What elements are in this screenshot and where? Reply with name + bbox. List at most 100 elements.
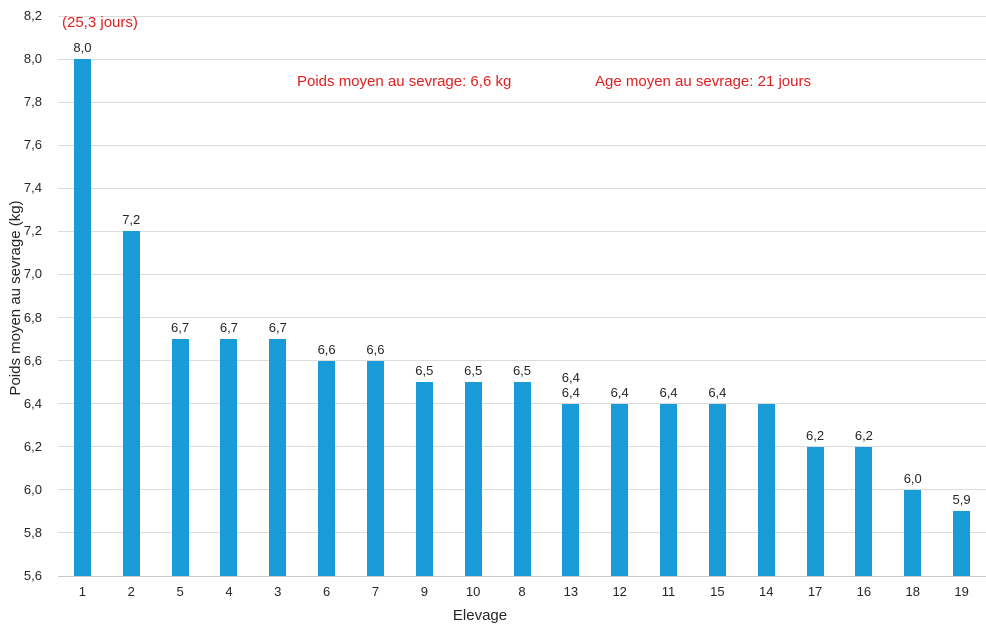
- annotation-age-moyen-sevrage: Age moyen au sevrage: 21 jours: [595, 73, 811, 90]
- x-tick-label: 6: [323, 584, 331, 599]
- bar-elevage-12: [611, 403, 629, 576]
- bar-value-label: 6,6: [317, 341, 336, 357]
- x-tick-label: 1: [78, 584, 87, 599]
- x-tick-label: 14: [758, 584, 774, 599]
- x-tick-label: 13: [563, 584, 579, 599]
- bar-elevage-3: [269, 339, 287, 576]
- bar-value-label-stack: 6,5: [443, 363, 503, 378]
- bar-value-label-stack: 7,2: [101, 212, 161, 227]
- y-tick-label: 7,4: [23, 180, 42, 196]
- bar-elevage-2: [122, 231, 140, 576]
- x-tick-label: 5: [176, 584, 184, 599]
- bar-value-label: 6,4: [561, 384, 580, 400]
- x-axis-title: Elevage: [452, 607, 508, 624]
- bar-value-label: 6,5: [415, 363, 434, 379]
- x-tick-label: 9: [420, 584, 428, 599]
- bar-value-label: 7,2: [122, 212, 141, 228]
- x-tick-label: 8: [518, 584, 526, 599]
- bar-value-label-stack: 5,9: [932, 492, 986, 507]
- bar-value-label-stack: 6,0: [883, 471, 943, 486]
- bar-value-label-stack: 6,2: [834, 428, 894, 443]
- bar-value-label: 6,4: [659, 384, 678, 400]
- gridline: [58, 230, 986, 232]
- bar-elevage-17: [806, 446, 824, 576]
- x-tick-label: 4: [225, 584, 233, 599]
- plot-area: 8,0 7,2 6,7 6,7 6,7 6,6 6,6 6,5 6,5 6,5 6,4 6,4 6,4 6…: [58, 15, 986, 577]
- gridline: [58, 58, 986, 60]
- bar-value-label: 6,0: [903, 470, 922, 486]
- x-tick-label: 16: [856, 584, 872, 599]
- bar-elevage-18: [904, 489, 922, 576]
- bar-value-label: 8,0: [73, 40, 92, 56]
- gridline: [58, 101, 986, 103]
- bar-value-label: 6,4: [708, 384, 727, 400]
- x-tick-label: 18: [905, 584, 920, 599]
- y-tick-label: 8,0: [23, 51, 42, 67]
- x-tick-label: 17: [807, 584, 823, 599]
- x-tick-label: 10: [465, 584, 481, 599]
- bar-value-label-stack: 6,5: [492, 363, 552, 378]
- bar-elevage-19: [953, 511, 971, 576]
- bar-value-label-stack: 6,6: [345, 342, 405, 357]
- y-tick-label: 6,0: [23, 481, 42, 497]
- bar-value-label-stack: 6,4: [639, 385, 699, 400]
- x-tick-label: 15: [710, 584, 725, 599]
- x-tick-label: 12: [612, 584, 627, 599]
- y-tick-label: 5,6: [23, 568, 42, 583]
- y-tick-label: 5,8: [23, 524, 42, 540]
- x-tick-label: 2: [127, 584, 135, 599]
- bar-elevage-15: [708, 403, 726, 576]
- y-tick-label: 6,4: [23, 395, 42, 411]
- bar-value-label-stack: 6,6: [297, 342, 357, 357]
- bar-elevage-6: [318, 360, 336, 576]
- bar-elevage-14: [757, 403, 775, 576]
- bar-value-label: 6,6: [366, 341, 385, 357]
- x-tick-label: 3: [274, 584, 282, 599]
- bar-elevage-11: [660, 403, 678, 576]
- bar-elevage-8: [513, 382, 531, 576]
- bar-value-label-stack: 6,7: [150, 320, 210, 335]
- gridline: [58, 575, 986, 577]
- bar-value-label-stack: 6,4 6,4: [541, 370, 601, 400]
- bar-value-label: 6,4: [610, 384, 629, 400]
- bar-elevage-7: [366, 360, 384, 576]
- x-tick-label: 11: [661, 584, 676, 599]
- bar-elevage-5: [171, 339, 189, 576]
- bar-value-label: 6,7: [268, 320, 287, 336]
- bar-value-label: 5,9: [952, 492, 971, 508]
- y-tick-label: 7,0: [23, 266, 42, 282]
- bar-value-label-stack: 6,2: [785, 428, 845, 443]
- y-tick-label: 6,6: [23, 352, 42, 368]
- bar-value-label-stack: 6,7: [199, 320, 259, 335]
- annotation-poids-moyen-sevrage: Poids moyen au sevrage: 6,6 kg: [297, 73, 512, 90]
- bar-value-label-stack: 6,7: [248, 320, 308, 335]
- bar-value-label-stack: 6,5: [394, 363, 454, 378]
- bar-value-label: 6,7: [171, 320, 190, 336]
- bar-elevage-10: [464, 382, 482, 576]
- y-tick-label: 8,2: [23, 8, 42, 23]
- x-tick-label: 7: [371, 584, 380, 599]
- bar-value-label-stack: 6,4: [687, 385, 747, 400]
- gridline: [58, 144, 986, 146]
- annotation-max-age-jours: (25,3 jours): [62, 14, 138, 31]
- bar-value-label: 6,2: [806, 427, 825, 443]
- y-tick-label: 7,8: [23, 94, 42, 110]
- gridline: [58, 317, 986, 319]
- x-tick-label: 19: [954, 584, 969, 599]
- bar-elevage-13: [562, 403, 580, 576]
- bar-elevage-4: [220, 339, 238, 576]
- y-tick-label: 6,2: [23, 438, 42, 454]
- bar-value-label: 6,5: [512, 363, 532, 379]
- bar-value-label: 6,5: [464, 363, 483, 379]
- gridline: [58, 187, 986, 189]
- bar-elevage-1: [73, 59, 91, 576]
- bar-value-label: 6,2: [854, 427, 873, 443]
- bar-value-label-stack: 8,0: [52, 40, 112, 55]
- bar-elevage-9: [415, 382, 433, 576]
- bar-value-label: 6,7: [219, 320, 238, 336]
- gridline: [58, 273, 986, 275]
- y-tick-label: 7,6: [23, 137, 42, 153]
- bar-elevage-16: [855, 446, 873, 576]
- bar-value-label: 6,4: [561, 369, 580, 385]
